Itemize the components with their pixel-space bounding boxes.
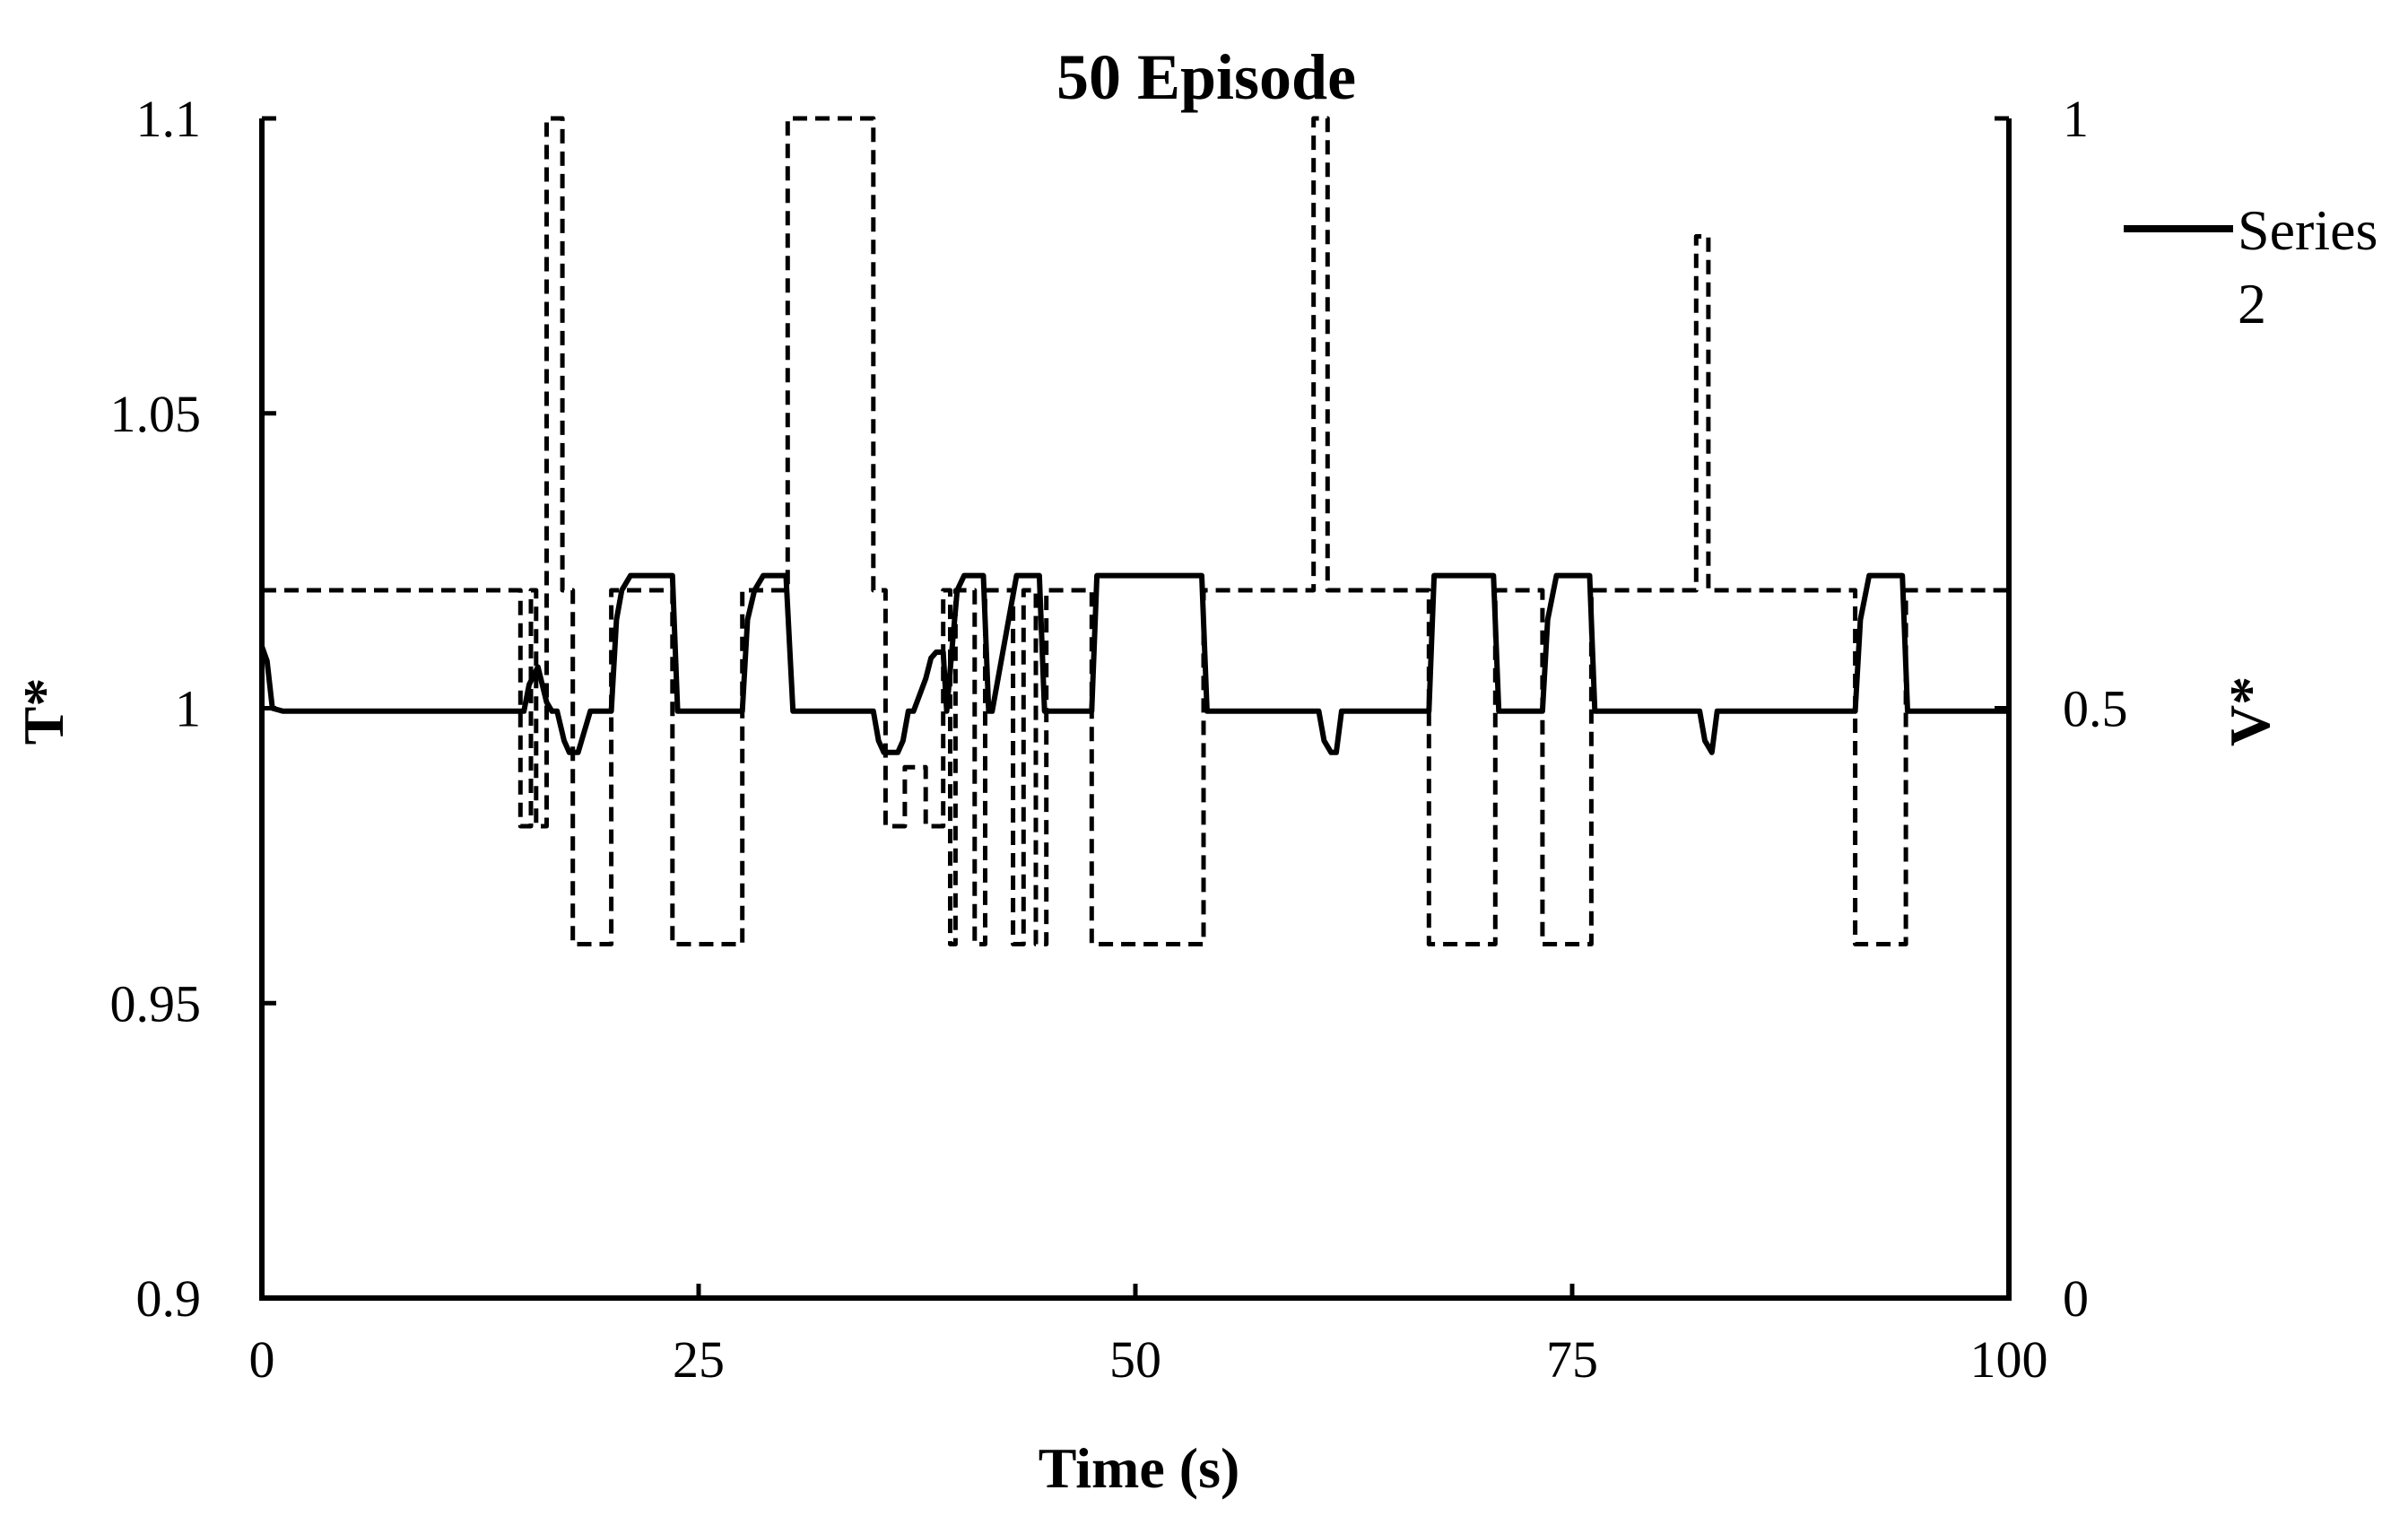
y-left-tick-label: 0.9 xyxy=(136,1269,202,1328)
axes: 0 25 50 75 100 0.9 0.95 1 1.05 1.1 0 0.5 1 xyxy=(110,90,2128,1389)
y-right-tick-label: 0 xyxy=(2063,1269,2089,1328)
y-right-tick-label: 1 xyxy=(2063,90,2089,148)
legend: Series 2 xyxy=(2124,198,2378,336)
y-left-tick-label: 1.1 xyxy=(136,90,202,148)
x-tick-label: 100 xyxy=(1970,1330,2048,1389)
y-left-tick-label: 1.05 xyxy=(110,385,202,443)
x-tick-label: 75 xyxy=(1546,1330,1598,1389)
y-axis-left-label: T* xyxy=(12,678,75,745)
series-line-v xyxy=(262,116,2009,946)
y-left-tick-label: 0.95 xyxy=(110,974,202,1033)
y-axis-right-label: V* xyxy=(2218,676,2282,746)
plot-lines xyxy=(259,116,2009,946)
legend-label-line2: 2 xyxy=(2238,272,2266,336)
x-tick-label: 50 xyxy=(1109,1330,1161,1389)
legend-label: Series xyxy=(2238,198,2378,262)
x-tick-label: 0 xyxy=(249,1330,275,1389)
y-left-tick-label: 1 xyxy=(175,680,201,738)
x-axis-label: Time (s) xyxy=(1039,1436,1240,1500)
series-line-t xyxy=(259,572,2009,755)
x-tick-label: 25 xyxy=(673,1330,725,1389)
y-right-tick-label: 0.5 xyxy=(2063,680,2128,738)
chart-title: 50 Episode xyxy=(1056,41,1356,113)
